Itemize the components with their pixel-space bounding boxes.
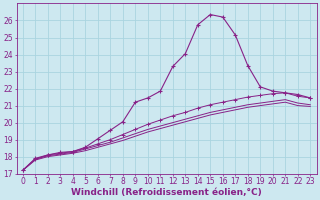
X-axis label: Windchill (Refroidissement éolien,°C): Windchill (Refroidissement éolien,°C) (71, 188, 262, 197)
